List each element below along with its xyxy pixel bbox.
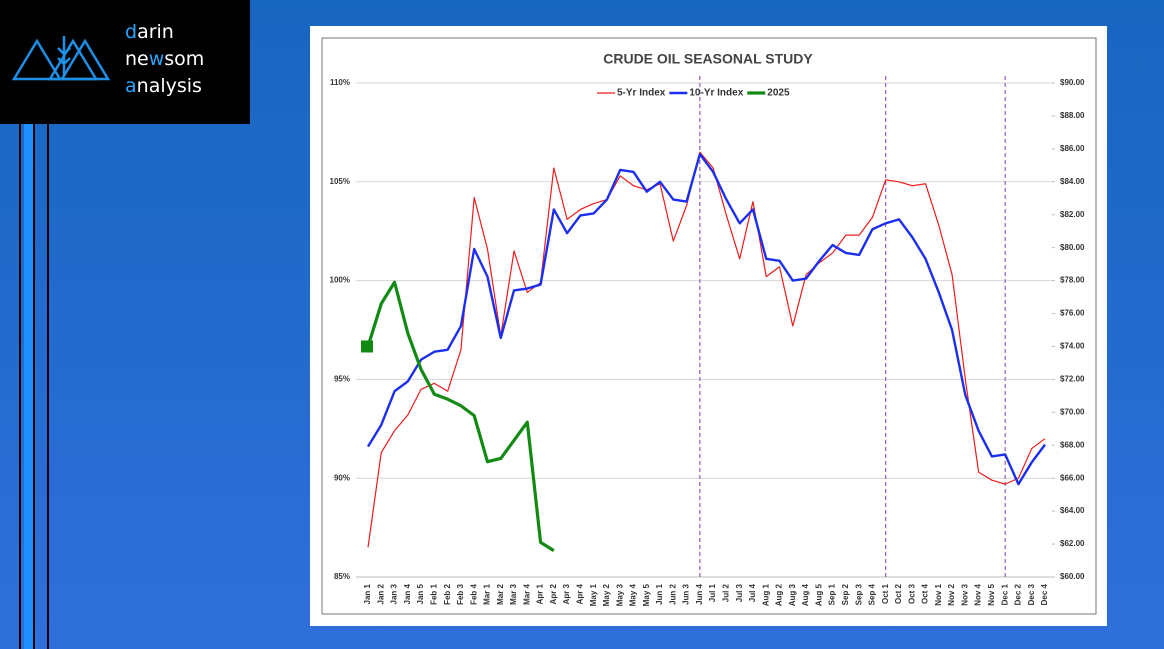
x-tick-label: Feb 2 bbox=[443, 583, 452, 604]
logo-text: ne bbox=[125, 48, 149, 70]
x-tick-label: Jul 4 bbox=[748, 583, 757, 602]
logo-text: a bbox=[125, 75, 137, 97]
x-tick-label: Dec 4 bbox=[1040, 583, 1049, 605]
x-tick-label: Feb 3 bbox=[456, 583, 465, 604]
y-tick-label: 100% bbox=[330, 276, 350, 285]
x-tick-label: Apr 4 bbox=[576, 583, 585, 604]
y2-tick-label: $64.00 bbox=[1060, 506, 1085, 515]
x-tick-label: Jun 4 bbox=[695, 583, 704, 604]
x-tick-label: Jan 4 bbox=[403, 583, 412, 604]
x-tick-label: Aug 2 bbox=[775, 583, 784, 606]
logo-text: nalysis bbox=[137, 75, 202, 97]
logo-text: som bbox=[164, 48, 204, 70]
x-tick-label: Apr 2 bbox=[549, 583, 558, 604]
side-stripes bbox=[19, 124, 49, 649]
x-tick-label: Nov 5 bbox=[987, 583, 996, 605]
x-tick-label: Dec 1 bbox=[1000, 583, 1009, 605]
x-tick-label: Jan 5 bbox=[416, 583, 425, 604]
logo-text: w bbox=[149, 48, 165, 70]
x-tick-label: Oct 2 bbox=[894, 583, 903, 604]
y-tick-label: 90% bbox=[334, 473, 350, 482]
x-tick-label: Nov 4 bbox=[974, 583, 983, 605]
x-tick-label: Aug 3 bbox=[788, 583, 797, 606]
logo-box bbox=[0, 0, 250, 124]
x-tick-label: Jan 1 bbox=[363, 583, 372, 604]
x-tick-label: Mar 2 bbox=[496, 583, 505, 604]
y2-tick-label: $90.00 bbox=[1060, 78, 1085, 87]
legend-label: 10-Yr Index bbox=[689, 88, 743, 99]
x-tick-label: Nov 3 bbox=[960, 583, 969, 605]
x-tick-label: Apr 3 bbox=[562, 583, 571, 604]
x-tick-label: Aug 4 bbox=[801, 583, 810, 606]
x-tick-label: Dec 2 bbox=[1014, 583, 1023, 605]
x-tick-label: Sep 3 bbox=[854, 583, 863, 605]
x-tick-label: Jan 2 bbox=[376, 583, 385, 604]
x-tick-label: Feb 4 bbox=[469, 583, 478, 604]
start-marker bbox=[361, 340, 373, 353]
x-tick-label: Jun 2 bbox=[668, 583, 677, 604]
logo-line: newsom bbox=[125, 48, 204, 70]
y2-tick-label: $68.00 bbox=[1060, 440, 1085, 449]
x-tick-label: Nov 2 bbox=[947, 583, 956, 605]
chart-border bbox=[321, 37, 1097, 615]
series-line bbox=[366, 280, 555, 553]
x-tick-label: Jan 3 bbox=[390, 583, 399, 604]
x-tick-label: Dec 3 bbox=[1027, 583, 1036, 605]
y-tick-label: 85% bbox=[334, 572, 350, 581]
y-tick-label: 95% bbox=[334, 375, 350, 384]
legend-label: 2025 bbox=[767, 88, 790, 99]
logo-text: d bbox=[125, 21, 137, 43]
x-tick-label: Nov 1 bbox=[934, 583, 943, 605]
x-tick-label: Oct 4 bbox=[921, 583, 930, 604]
legend-label: 5-Yr Index bbox=[617, 88, 666, 99]
x-tick-label: May 4 bbox=[629, 583, 638, 606]
logo-text: arin bbox=[137, 21, 174, 43]
x-tick-label: May 2 bbox=[602, 583, 611, 606]
y2-tick-label: $86.00 bbox=[1060, 144, 1085, 153]
logo-icon bbox=[11, 36, 111, 81]
x-tick-label: Jul 1 bbox=[708, 583, 717, 602]
y2-tick-label: $78.00 bbox=[1060, 276, 1085, 285]
logo-line: analysis bbox=[125, 75, 202, 97]
y2-tick-label: $60.00 bbox=[1060, 572, 1085, 581]
x-tick-label: Jun 3 bbox=[682, 583, 691, 604]
y2-tick-label: $72.00 bbox=[1060, 375, 1085, 384]
x-tick-label: Feb 1 bbox=[429, 583, 438, 604]
y2-tick-label: $82.00 bbox=[1060, 210, 1085, 219]
y2-tick-label: $84.00 bbox=[1060, 177, 1085, 186]
x-tick-label: Sep 2 bbox=[841, 583, 850, 605]
x-tick-label: Mar 1 bbox=[483, 583, 492, 604]
series-line bbox=[367, 151, 1046, 548]
x-tick-label: Oct 1 bbox=[881, 583, 890, 604]
x-tick-label: May 1 bbox=[589, 583, 598, 606]
y-tick-label: 105% bbox=[330, 177, 350, 186]
x-tick-label: Aug 5 bbox=[814, 583, 823, 606]
y2-tick-label: $62.00 bbox=[1060, 539, 1085, 548]
x-tick-label: Aug 1 bbox=[761, 583, 770, 606]
x-tick-label: May 5 bbox=[642, 583, 651, 606]
x-tick-label: Sep 4 bbox=[868, 583, 877, 605]
y2-tick-label: $76.00 bbox=[1060, 309, 1085, 318]
series-line bbox=[366, 152, 1046, 486]
x-tick-label: Mar 4 bbox=[522, 583, 531, 604]
y2-tick-label: $66.00 bbox=[1060, 473, 1085, 482]
y2-tick-label: $80.00 bbox=[1060, 243, 1085, 252]
y2-tick-label: $88.00 bbox=[1060, 111, 1085, 120]
logo-line: darin bbox=[125, 21, 174, 43]
x-tick-label: Apr 1 bbox=[536, 583, 545, 604]
x-tick-label: Jun 1 bbox=[655, 583, 664, 604]
x-tick-label: Sep 1 bbox=[828, 583, 837, 605]
y2-tick-label: $70.00 bbox=[1060, 407, 1085, 416]
chart-panel bbox=[310, 26, 1107, 626]
y2-tick-label: $74.00 bbox=[1060, 342, 1085, 351]
x-tick-label: Oct 3 bbox=[907, 583, 916, 604]
x-tick-label: Jul 2 bbox=[722, 583, 731, 602]
x-tick-label: Jul 3 bbox=[735, 583, 744, 602]
chart-title: CRUDE OIL SEASONAL STUDY bbox=[603, 51, 813, 67]
y-tick-label: 110% bbox=[330, 78, 350, 87]
x-tick-label: Mar 3 bbox=[509, 583, 518, 604]
x-tick-label: May 3 bbox=[615, 583, 624, 606]
